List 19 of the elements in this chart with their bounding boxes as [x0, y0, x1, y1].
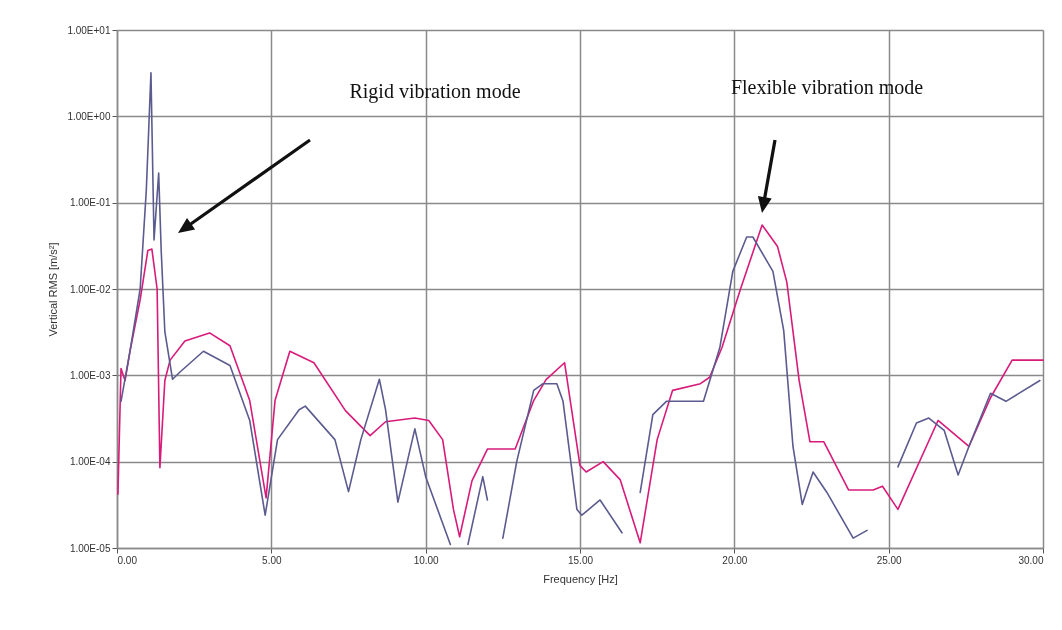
x-tick-label: 10.00: [413, 554, 440, 566]
x-tick-label: 5.00: [262, 554, 282, 566]
y-tick-label: 1.00E+01: [67, 24, 111, 36]
y-tick-label: 1.00E-04: [69, 456, 111, 468]
y-tick-label: 1.00E-01: [69, 197, 111, 209]
y-tick-label: 1.00E-05: [69, 542, 111, 554]
x-tick-label: 15.00: [567, 554, 594, 566]
y-tick-label: 1.00E-02: [69, 283, 111, 295]
x-tick-label: 0.00: [117, 554, 138, 566]
annotation: Rigid vibration mode: [349, 80, 521, 103]
y-tick-label: 1.00E+00: [67, 110, 111, 122]
y-axis-title: Vertical RMS [m/s²]: [47, 242, 60, 337]
x-tick-label: 20.00: [722, 554, 748, 566]
x-tick-label: 25.00: [876, 554, 903, 566]
x-axis-title: Frequency [Hz]: [543, 572, 618, 585]
annotation: Flexible vibration mode: [730, 76, 924, 98]
line-series: [117, 224, 1044, 544]
x-tick-label: 30.00: [1018, 554, 1044, 566]
y-tick-label: 1.00E-03: [69, 369, 111, 381]
